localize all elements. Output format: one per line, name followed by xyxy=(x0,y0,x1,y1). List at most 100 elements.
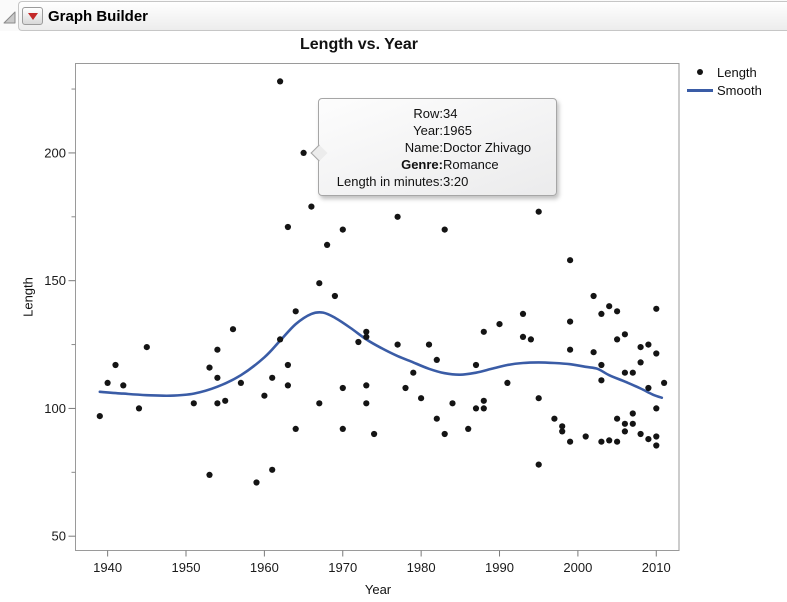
data-point[interactable] xyxy=(284,223,291,231)
y-axis-title[interactable]: Length xyxy=(20,277,36,317)
legend-entry[interactable]: Smooth xyxy=(687,81,762,99)
data-point[interactable] xyxy=(261,392,268,399)
data-point[interactable] xyxy=(433,415,440,422)
data-point[interactable] xyxy=(214,346,221,353)
data-point[interactable] xyxy=(308,203,315,210)
red-triangle-menu-button[interactable] xyxy=(22,7,43,25)
y-tick-label[interactable]: 50 xyxy=(52,529,66,544)
disclosure-triangle-icon[interactable] xyxy=(2,9,19,26)
data-point[interactable] xyxy=(504,379,511,386)
x-tick-label[interactable]: 2010 xyxy=(642,560,671,575)
data-point[interactable] xyxy=(104,379,111,386)
data-point[interactable] xyxy=(614,415,621,422)
x-tick-label[interactable]: 2000 xyxy=(563,560,592,575)
data-point[interactable] xyxy=(222,397,229,404)
data-point[interactable] xyxy=(637,344,644,351)
data-point[interactable] xyxy=(598,377,605,384)
data-point[interactable] xyxy=(598,361,605,369)
data-point[interactable] xyxy=(449,400,456,407)
data-point[interactable] xyxy=(316,280,323,287)
data-point[interactable] xyxy=(637,430,644,438)
data-point[interactable] xyxy=(629,410,636,417)
data-point[interactable] xyxy=(621,420,629,427)
data-point[interactable] xyxy=(284,361,291,369)
data-point[interactable] xyxy=(661,379,668,386)
data-point[interactable] xyxy=(355,338,362,346)
data-point[interactable] xyxy=(316,400,323,407)
data-point[interactable] xyxy=(480,328,487,335)
data-point[interactable] xyxy=(653,350,660,357)
data-point[interactable] xyxy=(606,303,613,310)
data-point[interactable] xyxy=(621,331,629,338)
data-point[interactable] xyxy=(598,438,605,445)
data-point[interactable] xyxy=(363,328,370,335)
data-point[interactable] xyxy=(190,400,197,407)
data-point[interactable] xyxy=(402,384,409,392)
x-tick-label[interactable]: 1940 xyxy=(93,560,122,575)
data-point[interactable] xyxy=(629,420,636,427)
data-point[interactable] xyxy=(237,379,244,386)
data-point[interactable] xyxy=(418,395,425,402)
data-point[interactable] xyxy=(394,341,401,348)
data-point[interactable] xyxy=(214,400,221,407)
data-point[interactable] xyxy=(269,374,276,381)
legend-entry[interactable]: Length xyxy=(687,63,762,81)
data-point[interactable] xyxy=(567,346,574,353)
data-point[interactable] xyxy=(645,436,652,443)
data-point[interactable] xyxy=(363,400,370,407)
data-point[interactable] xyxy=(339,226,346,233)
x-axis-title[interactable]: Year xyxy=(364,582,392,597)
data-point[interactable] xyxy=(629,369,636,376)
data-point[interactable] xyxy=(653,405,660,412)
data-point[interactable] xyxy=(96,413,103,420)
x-tick-label[interactable]: 1950 xyxy=(172,560,201,575)
data-point[interactable] xyxy=(441,226,448,233)
data-point[interactable] xyxy=(614,308,621,315)
data-point[interactable] xyxy=(645,384,652,392)
data-point[interactable] xyxy=(567,438,574,445)
data-point[interactable] xyxy=(135,405,143,412)
data-point[interactable] xyxy=(339,425,346,432)
x-tick-label[interactable]: 1980 xyxy=(407,560,436,575)
data-point[interactable] xyxy=(206,364,213,371)
data-point[interactable] xyxy=(598,310,605,317)
data-point[interactable] xyxy=(300,149,307,156)
data-point[interactable] xyxy=(653,442,660,449)
data-point[interactable] xyxy=(269,466,276,473)
data-point[interactable] xyxy=(637,359,644,366)
data-point[interactable] xyxy=(559,428,566,435)
data-point[interactable] xyxy=(559,423,566,430)
data-point[interactable] xyxy=(120,382,127,389)
data-point[interactable] xyxy=(590,349,597,356)
x-tick-label[interactable]: 1960 xyxy=(250,560,279,575)
data-point[interactable] xyxy=(425,341,433,348)
data-point[interactable] xyxy=(519,310,527,317)
data-point[interactable] xyxy=(567,318,574,325)
data-point[interactable] xyxy=(277,336,284,343)
data-point[interactable] xyxy=(621,369,629,376)
data-point[interactable] xyxy=(292,308,299,315)
data-point[interactable] xyxy=(143,344,150,351)
data-point[interactable] xyxy=(519,333,527,340)
data-point[interactable] xyxy=(480,405,487,412)
data-point[interactable] xyxy=(496,321,503,328)
y-tick-label[interactable]: 150 xyxy=(44,273,66,288)
data-point[interactable] xyxy=(621,428,629,435)
data-point[interactable] xyxy=(606,437,613,444)
data-point[interactable] xyxy=(339,384,346,392)
data-point[interactable] xyxy=(465,425,472,432)
data-point[interactable] xyxy=(590,292,597,300)
data-point[interactable] xyxy=(324,241,331,248)
data-point[interactable] xyxy=(277,78,284,85)
data-point[interactable] xyxy=(535,208,542,215)
data-point[interactable] xyxy=(284,382,291,389)
y-tick-label[interactable]: 100 xyxy=(44,401,66,416)
data-point[interactable] xyxy=(229,326,237,333)
data-point[interactable] xyxy=(472,405,480,412)
data-point[interactable] xyxy=(206,471,213,478)
data-point[interactable] xyxy=(441,430,448,438)
data-point[interactable] xyxy=(614,336,621,343)
data-point[interactable] xyxy=(214,374,221,381)
data-point[interactable] xyxy=(653,433,660,440)
data-point[interactable] xyxy=(614,438,621,445)
